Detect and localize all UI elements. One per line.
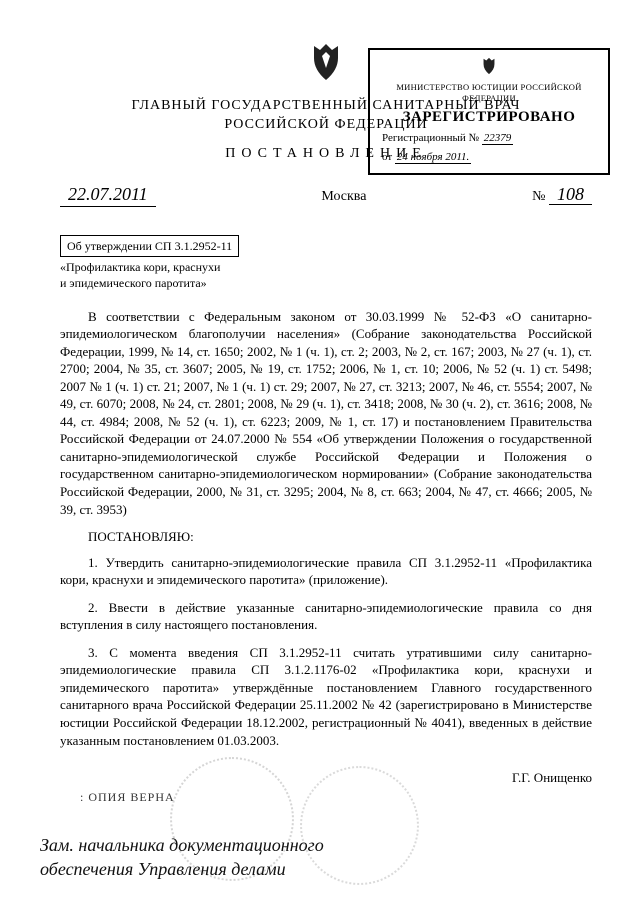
stamp-registered: ЗАРЕГИСТРИРОВАНО <box>378 107 600 127</box>
registration-stamp: МИНИСТЕРСТВО ЮСТИЦИИ РОССИЙСКОЙ ФЕДЕРАЦИ… <box>368 48 610 175</box>
item-1: 1. Утвердить санитарно-эпидемиологически… <box>60 554 592 589</box>
stamp-reg-number: 22379 <box>482 132 514 145</box>
subject-subtitle: «Профилактика кори, краснухи и эпидемиче… <box>60 259 592 291</box>
subject-sub2: и эпидемического паротита» <box>60 276 207 290</box>
stamp-reg-line: Регистрационный № 22379 <box>378 131 600 146</box>
signatory-name: Г.Г. Онищенко <box>512 769 592 787</box>
doc-number: 108 <box>549 184 592 205</box>
item-3: 3. С момента введения СП 3.1.2952-11 счи… <box>60 644 592 749</box>
subject-sub1: «Профилактика кори, краснухи <box>60 260 220 274</box>
subject-box: Об утверждении СП 3.1.2952-11 <box>60 235 239 257</box>
signature-scribble <box>60 763 66 793</box>
doc-date: 22.07.2011 <box>60 182 156 207</box>
copy-true-mark: : ОПИЯ ВЕРНА <box>80 789 175 805</box>
doc-number-label: № <box>532 189 545 204</box>
stamp-date-label: от <box>382 151 392 163</box>
stamp-date-value: 24 ноября 2011. <box>395 151 471 164</box>
doc-city: Москва <box>321 188 366 207</box>
subject-block: Об утверждении СП 3.1.2952-11 «Профилакт… <box>60 235 592 292</box>
resolve-label: ПОСТАНОВЛЯЮ: <box>60 528 592 546</box>
stamp-coat-icon <box>378 56 600 80</box>
stamp-date-line: от 24 ноября 2011. <box>378 150 600 165</box>
handwritten-notes: Зам. начальника документационного обеспе… <box>40 834 420 881</box>
meta-row: 22.07.2011 Москва № 108 <box>60 182 592 207</box>
preamble-text: В соответствии с Федеральным законом от … <box>60 308 592 519</box>
stamp-reg-label: Регистрационный № <box>382 132 479 144</box>
stamp-ministry: МИНИСТЕРСТВО ЮСТИЦИИ РОССИЙСКОЙ ФЕДЕРАЦИ… <box>378 82 600 105</box>
doc-number-block: № 108 <box>532 182 592 207</box>
item-2: 2. Ввести в действие указанные санитарно… <box>60 599 592 634</box>
